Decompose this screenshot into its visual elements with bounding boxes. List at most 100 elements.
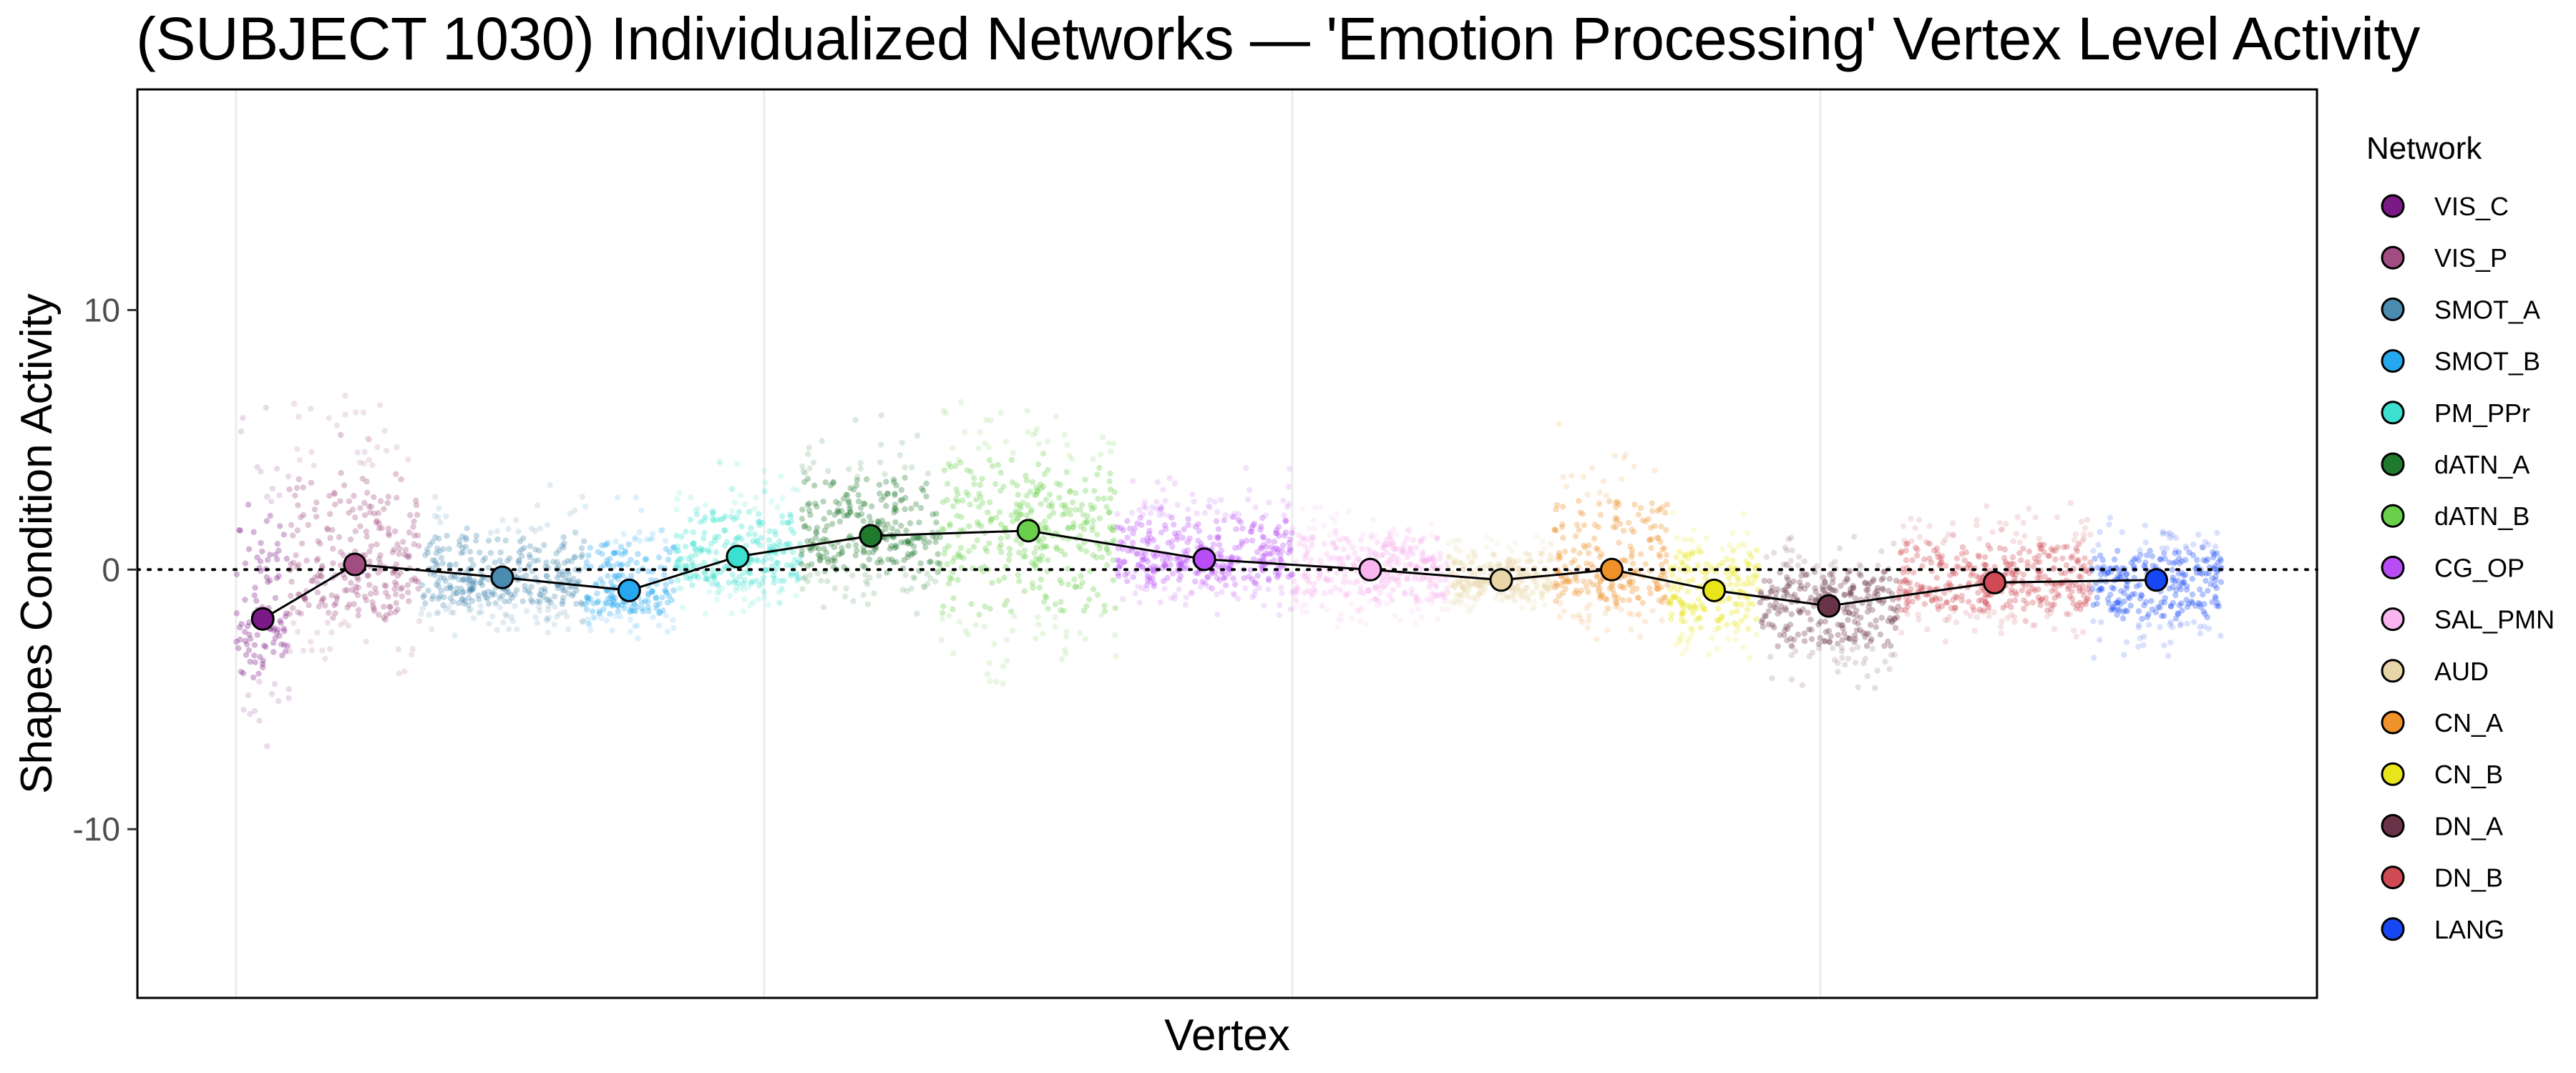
point-vis_p xyxy=(406,512,414,519)
point-datn_a xyxy=(876,481,883,488)
point-sal_pmn xyxy=(1304,577,1311,583)
point-cn_a xyxy=(1617,521,1624,527)
point-cg_op xyxy=(1117,539,1124,545)
point-pm_ppr xyxy=(702,576,708,582)
point-sal_pmn xyxy=(1410,551,1416,557)
point-datn_a xyxy=(836,551,842,558)
point-vis_p xyxy=(316,603,322,609)
point-dn_b xyxy=(2034,574,2041,582)
point-cn_a xyxy=(1557,600,1563,607)
point-datn_a xyxy=(908,585,914,592)
point-smot_a xyxy=(438,554,444,561)
point-aud xyxy=(1537,550,1544,557)
point-vis_c xyxy=(273,575,280,582)
point-datn_b xyxy=(1110,557,1116,564)
point-smot_b xyxy=(645,590,652,597)
point-datn_b xyxy=(1052,601,1059,607)
point-sal_pmn xyxy=(1333,510,1340,517)
point-sal_pmn xyxy=(1299,535,1306,542)
point-datn_b xyxy=(1083,548,1090,554)
point-pm_ppr xyxy=(721,527,728,534)
point-datn_a xyxy=(887,545,894,552)
point-smot_a xyxy=(469,597,476,604)
point-cg_op xyxy=(1213,518,1220,524)
point-datn_a xyxy=(898,522,904,529)
point-datn_a xyxy=(854,511,860,518)
point-sal_pmn xyxy=(1327,589,1335,595)
point-cn_a xyxy=(1586,542,1592,549)
point-dn_b xyxy=(1950,531,1956,539)
point-cg_op xyxy=(1146,531,1152,537)
point-cn_a xyxy=(1614,499,1621,505)
point-cn_b xyxy=(1676,577,1682,584)
point-cn_a xyxy=(1606,498,1613,505)
point-dn_a xyxy=(1873,617,1879,624)
point-cn_a xyxy=(1571,557,1578,564)
point-dn_a xyxy=(1787,557,1794,564)
point-cn_b xyxy=(1696,544,1702,550)
point-lang xyxy=(2106,521,2112,528)
point-vis_p xyxy=(296,476,302,483)
point-datn_b xyxy=(1089,527,1096,534)
point-aud xyxy=(1465,553,1472,560)
point-sal_pmn xyxy=(1304,587,1312,594)
point-datn_a xyxy=(898,486,904,494)
point-aud xyxy=(1481,578,1488,584)
point-cn_a xyxy=(1556,593,1563,599)
point-vis_c xyxy=(270,640,277,646)
point-cn_a xyxy=(1654,535,1662,542)
point-smot_a xyxy=(439,560,446,567)
point-datn_b xyxy=(1033,556,1040,562)
point-dn_b xyxy=(1897,579,1903,585)
point-pm_ppr xyxy=(753,577,760,584)
point-cg_op xyxy=(1133,550,1140,557)
point-cn_b xyxy=(1671,583,1677,590)
point-vis_c xyxy=(258,539,264,547)
point-aud xyxy=(1534,580,1541,587)
point-dn_b xyxy=(2031,622,2039,628)
point-datn_b xyxy=(986,457,993,464)
legend-items: VIS_CVIS_PSMOT_ASMOT_BPM_PPrdATN_AdATN_B… xyxy=(2381,192,2555,944)
point-datn_a xyxy=(926,539,932,546)
point-smot_a xyxy=(540,594,547,600)
point-cn_a xyxy=(1606,605,1612,612)
point-smot_a xyxy=(497,557,503,564)
point-smot_a xyxy=(500,619,507,626)
point-smot_a xyxy=(489,589,495,595)
point-cg_op xyxy=(1128,547,1135,554)
point-datn_b xyxy=(942,546,949,552)
point-pm_ppr xyxy=(785,519,791,526)
point-pm_ppr xyxy=(786,511,794,518)
point-datn_b xyxy=(956,552,962,559)
point-cn_a xyxy=(1604,627,1611,634)
point-cg_op xyxy=(1274,574,1281,581)
legend-item-datn_b: dATN_B xyxy=(2381,501,2529,531)
point-cn_b xyxy=(1688,633,1694,640)
point-aud xyxy=(1472,579,1479,586)
point-cg_op xyxy=(1231,510,1238,517)
point-dn_b xyxy=(2031,555,2038,562)
point-datn_a xyxy=(908,505,914,512)
point-smot_b xyxy=(603,601,610,607)
point-pm_ppr xyxy=(710,511,716,517)
point-vis_c xyxy=(244,623,251,629)
point-aud xyxy=(1476,584,1483,590)
point-sal_pmn xyxy=(1407,549,1413,555)
point-datn_a xyxy=(893,544,900,550)
point-smot_b xyxy=(638,599,645,606)
point-cg_op xyxy=(1287,606,1294,612)
point-datn_a xyxy=(800,468,807,475)
point-cn_b xyxy=(1688,606,1695,612)
point-aud xyxy=(1492,595,1498,602)
point-datn_b xyxy=(1082,636,1088,642)
point-cn_b xyxy=(1729,557,1736,564)
point-cn_a xyxy=(1649,536,1655,542)
point-pm_ppr xyxy=(793,572,800,579)
point-smot_a xyxy=(557,610,563,617)
point-pm_ppr xyxy=(737,584,743,591)
point-pm_ppr xyxy=(673,563,679,570)
point-smot_b xyxy=(653,602,659,608)
point-vis_p xyxy=(337,432,344,438)
point-cg_op xyxy=(1249,522,1257,529)
point-datn_a xyxy=(877,490,883,497)
